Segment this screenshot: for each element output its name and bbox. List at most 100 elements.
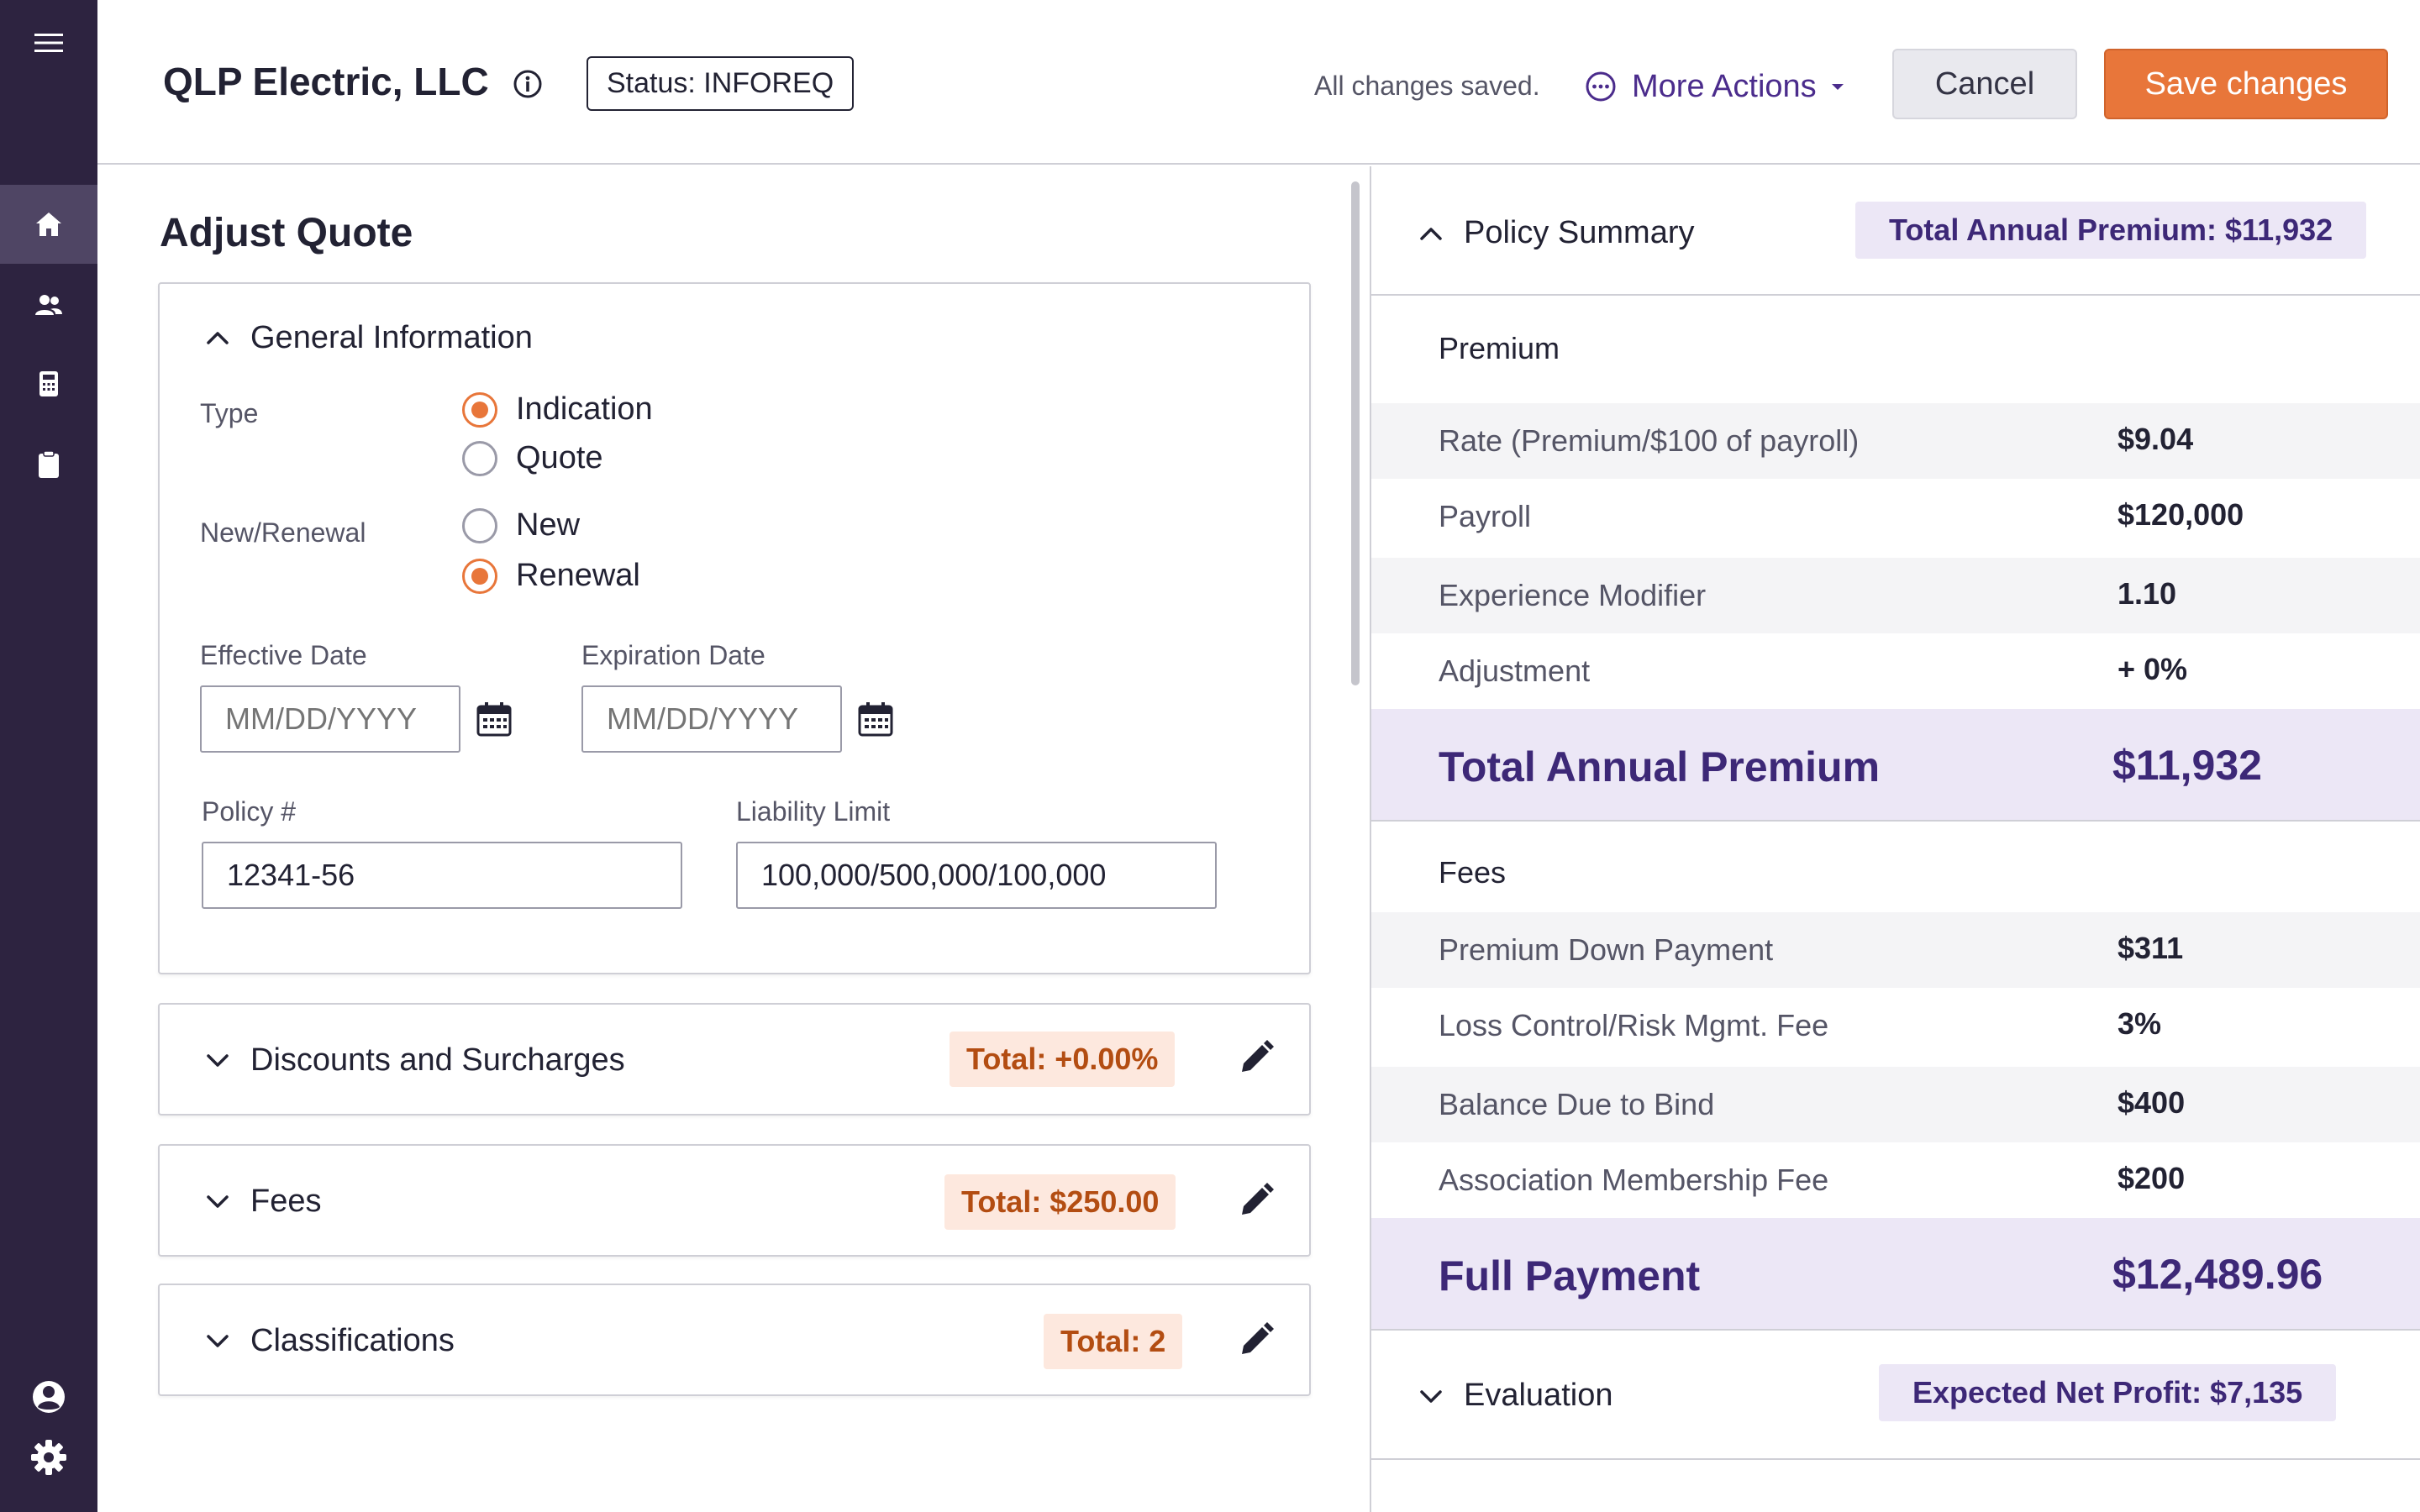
summary-row-label: Loss Control/Risk Mgmt. Fee (1439, 1008, 1829, 1042)
policy-number-input[interactable]: 12341-56 (202, 842, 682, 909)
summary-row-label: Premium Down Payment (1439, 932, 1774, 967)
chevron-up-icon (207, 332, 229, 344)
new-renewal-label: New/Renewal (200, 517, 366, 548)
summary-row-label: Adjustment (1439, 654, 1591, 688)
more-horizontal-icon (1586, 71, 1616, 102)
summary-row-value: $400 (2118, 1085, 2186, 1120)
full-payment-value: $12,489.96 (2112, 1251, 2323, 1298)
adjust-quote-panel: Adjust Quote General Information Type In… (97, 166, 1370, 1512)
sidebar-item-account[interactable] (0, 1357, 97, 1436)
page-header: QLP Electric, LLC Status: INFOREQ All ch… (97, 0, 2420, 165)
pencil-edit-icon[interactable] (1237, 1181, 1276, 1220)
type-indication-radio[interactable]: Indication (462, 391, 653, 428)
summary-row-value: + 0% (2118, 652, 2188, 686)
calculator-icon (39, 371, 58, 396)
sidebar-item-home[interactable] (0, 185, 97, 264)
total-annual-premium-label: Total Annual Premium (1439, 743, 1881, 790)
chevron-down-icon (207, 1195, 229, 1208)
main-scrollbar[interactable] (1351, 181, 1360, 685)
premium-section-label: Premium (1439, 331, 1560, 365)
page-title: Adjust Quote (160, 211, 413, 255)
summary-row: Experience Modifier 1.10 (1371, 558, 2420, 633)
fees-section-label: Fees (1439, 855, 1507, 890)
liability-limit-input[interactable]: 100,000/500,000/100,000 (736, 842, 1217, 909)
evaluation-title: Evaluation (1464, 1378, 1613, 1413)
discounts-total-badge: Total: +0.00% (950, 1032, 1176, 1087)
pencil-edit-icon[interactable] (1237, 1320, 1276, 1359)
effective-date-label: Effective Date (200, 640, 367, 670)
policy-number-label: Policy # (202, 796, 297, 827)
pencil-edit-icon[interactable] (1237, 1038, 1276, 1077)
policy-summary-toggle[interactable]: Policy Summary (1417, 215, 1695, 251)
summary-row: Rate (Premium/$100 of payroll) $9.04 (1371, 403, 2420, 479)
info-icon[interactable] (513, 69, 543, 99)
evaluation-header: Evaluation Expected Net Profit: $7,135 (1371, 1334, 2420, 1460)
summary-row-value: $200 (2118, 1161, 2186, 1195)
total-annual-premium-value: $11,932 (2112, 742, 2262, 789)
classifications-title: Classifications (250, 1322, 455, 1358)
sidebar-item-clipboard[interactable] (0, 425, 97, 504)
radio-label: Quote (516, 440, 603, 475)
discounts-surcharges-toggle[interactable]: Discounts and Surcharges (203, 1042, 625, 1078)
classifications-toggle[interactable]: Classifications (203, 1322, 455, 1358)
general-information-title: General Information (250, 319, 533, 355)
evaluation-toggle[interactable]: Evaluation (1417, 1378, 1612, 1414)
summary-row: Adjustment + 0% (1371, 633, 2420, 709)
clipboard-icon (39, 450, 59, 478)
renewal-radio[interactable]: Renewal (462, 558, 640, 594)
summary-row-value: $9.04 (2118, 422, 2194, 456)
hamburger-menu-icon (34, 34, 63, 52)
general-information-toggle[interactable]: General Information (203, 319, 533, 355)
settings-gear-icon (31, 1440, 66, 1475)
calendar-icon[interactable] (476, 701, 513, 738)
caret-down-icon (1831, 84, 1844, 90)
summary-row-value: 3% (2118, 1006, 2162, 1041)
summary-row: Premium Down Payment $311 (1371, 912, 2420, 988)
expiration-date-input[interactable] (581, 685, 842, 753)
save-changes-button[interactable]: Save changes (2104, 49, 2388, 119)
summary-row-label: Association Membership Fee (1439, 1163, 1829, 1197)
radio-selected-icon (462, 558, 497, 594)
fees-title: Fees (250, 1183, 322, 1219)
radio-label: Renewal (516, 558, 640, 593)
radio-unselected-icon (462, 440, 497, 476)
type-quote-radio[interactable]: Quote (462, 440, 603, 476)
account-icon (33, 1381, 65, 1413)
more-actions-label: More Actions (1632, 68, 1817, 104)
radio-unselected-icon (462, 507, 497, 543)
summary-row: Balance Due to Bind $400 (1371, 1067, 2420, 1142)
policy-summary-title: Policy Summary (1464, 215, 1695, 250)
expected-net-profit-badge: Expected Net Profit: $7,135 (1879, 1364, 2337, 1421)
cancel-button[interactable]: Cancel (1892, 49, 2077, 119)
sidebar-item-users[interactable] (0, 265, 97, 344)
radio-label: New (516, 507, 581, 543)
sidebar-item-settings[interactable] (0, 1418, 97, 1497)
summary-row-label: Rate (Premium/$100 of payroll) (1439, 423, 1860, 458)
chevron-up-icon (1420, 227, 1442, 240)
fees-card: Fees Total: $250.00 (158, 1144, 1311, 1257)
general-information-card: General Information Type Indication Quot… (158, 282, 1311, 974)
classifications-card: Classifications Total: 2 (158, 1284, 1311, 1396)
more-actions-button[interactable]: More Actions (1585, 65, 1845, 108)
discounts-surcharges-title: Discounts and Surcharges (250, 1042, 625, 1078)
chevron-down-icon (207, 1335, 229, 1347)
sidebar-item-calculator[interactable] (0, 344, 97, 423)
summary-row: Association Membership Fee $200 (1371, 1142, 2420, 1218)
new-radio[interactable]: New (462, 507, 580, 543)
summary-row-value: $120,000 (2118, 497, 2244, 532)
summary-row-label: Payroll (1439, 499, 1532, 533)
type-label: Type (200, 398, 259, 428)
company-name: QLP Electric, LLC (163, 60, 489, 103)
summary-row: Loss Control/Risk Mgmt. Fee 3% (1371, 988, 2420, 1063)
liability-limit-label: Liability Limit (736, 796, 891, 827)
summary-row-value: 1.10 (2118, 576, 2177, 611)
fees-total-badge: Total: $250.00 (944, 1174, 1176, 1230)
fees-toggle[interactable]: Fees (203, 1183, 322, 1219)
chevron-down-icon (207, 1054, 229, 1067)
hamburger-menu-button[interactable] (0, 3, 97, 82)
radio-selected-icon (462, 391, 497, 428)
total-annual-premium-row: Total Annual Premium $11,932 (1371, 709, 2420, 822)
users-icon (35, 295, 62, 315)
effective-date-input[interactable] (200, 685, 460, 753)
calendar-icon[interactable] (857, 701, 894, 738)
